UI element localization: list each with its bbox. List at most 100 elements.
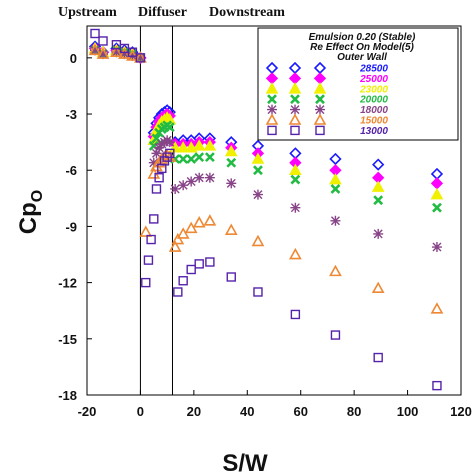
data-point: [176, 141, 190, 153]
data-point: [371, 180, 385, 192]
data-point: [98, 36, 108, 46]
data-point: [154, 142, 165, 153]
data-point: [135, 53, 146, 63]
data-point: [432, 202, 442, 213]
y-tick-label: -9: [65, 219, 77, 234]
data-point: [135, 52, 146, 63]
data-point: [430, 302, 444, 314]
data-point: [141, 277, 151, 288]
y-tick-label: -12: [58, 276, 77, 291]
data-point: [224, 223, 238, 235]
data-point: [186, 154, 197, 164]
legend-marker: [290, 94, 300, 105]
data-point: [253, 165, 263, 176]
y-tick-label: -15: [58, 332, 77, 347]
data-point: [290, 174, 301, 185]
legend-marker: [267, 104, 277, 115]
data-point: [143, 255, 154, 265]
data-point: [290, 309, 301, 320]
data-point: [372, 158, 385, 171]
data-point: [203, 139, 217, 151]
data-point: [204, 152, 215, 163]
data-point: [226, 157, 237, 168]
data-point: [111, 47, 122, 58]
x-tick-label: 40: [240, 404, 254, 419]
data-point: [186, 264, 196, 275]
data-point: [178, 276, 188, 286]
y-ticks: 0 -3 -6 -9 -12 -15 -18: [58, 51, 92, 403]
legend-marker: [313, 82, 327, 94]
data-point: [90, 45, 101, 56]
data-point: [252, 189, 263, 200]
legend-title-line-1: Emulsion 0.20 (Stable): [309, 32, 416, 43]
legend-marker: [313, 113, 327, 125]
data-point: [170, 183, 181, 194]
data-point: [430, 177, 444, 190]
legend-label: 25000: [359, 74, 388, 85]
data-point: [154, 173, 164, 183]
y-tick-label: -6: [65, 163, 77, 178]
plot-frame: [86, 25, 462, 396]
data-point: [373, 228, 384, 239]
data-point: [164, 122, 175, 133]
x-tick-label: 60: [293, 404, 307, 419]
y-axis-title: CpO: [15, 190, 46, 234]
data-point: [171, 232, 185, 245]
data-point: [151, 184, 162, 194]
legend-marker: [290, 104, 300, 115]
data-point: [203, 214, 217, 226]
data-point: [290, 202, 301, 213]
data-point: [226, 272, 236, 282]
y-axis-title-main: Cp: [15, 202, 42, 234]
data-point: [329, 152, 342, 166]
data-point: [224, 144, 238, 157]
data-point: [98, 49, 109, 60]
data-point: [430, 187, 444, 200]
x-tick-label: 100: [397, 404, 419, 419]
x-tick-label: 80: [347, 404, 361, 419]
legend-marker: [288, 82, 302, 94]
data-point: [148, 157, 159, 168]
y-tick-label: 0: [70, 51, 77, 66]
data-point: [118, 47, 131, 59]
series-13000: [90, 28, 442, 391]
data-point: [173, 287, 183, 297]
y-tick-label: -18: [58, 388, 77, 403]
data-point: [329, 172, 342, 185]
data-point: [289, 247, 302, 260]
data-point: [251, 152, 265, 164]
data-point: [330, 330, 341, 340]
data-point: [192, 216, 206, 228]
data-point: [151, 148, 162, 159]
legend-marker: [315, 125, 325, 136]
series-layer: [88, 28, 444, 391]
data-point: [176, 227, 190, 239]
data-point: [192, 139, 206, 151]
x-tick-label: -20: [78, 404, 97, 419]
data-point: [253, 287, 263, 297]
data-point: [432, 380, 442, 391]
data-point: [194, 259, 204, 269]
data-point: [371, 281, 385, 294]
legend-label: 18000: [360, 105, 388, 116]
legend-marker: [267, 94, 277, 105]
legend-marker: [265, 82, 279, 94]
y-axis-title-group: CpO: [15, 190, 46, 234]
x-tick-label: 20: [187, 404, 201, 419]
data-point: [194, 152, 205, 163]
region-labels: Upstream Diffuser Downstream: [58, 5, 285, 20]
data-point: [205, 257, 215, 267]
y-axis-title-subscript: O: [29, 190, 46, 202]
legend-title-line-3: Outer Wall: [337, 52, 387, 63]
legend-marker: [288, 113, 302, 125]
data-point: [204, 172, 215, 183]
data-point: [194, 172, 205, 183]
x-axis-title: S/W: [222, 450, 268, 476]
legend-title-line-2: Re Effect On Model(5): [310, 42, 414, 53]
data-point: [126, 49, 139, 61]
data-point: [178, 154, 189, 164]
data-point: [373, 195, 384, 206]
data-point: [149, 214, 159, 224]
